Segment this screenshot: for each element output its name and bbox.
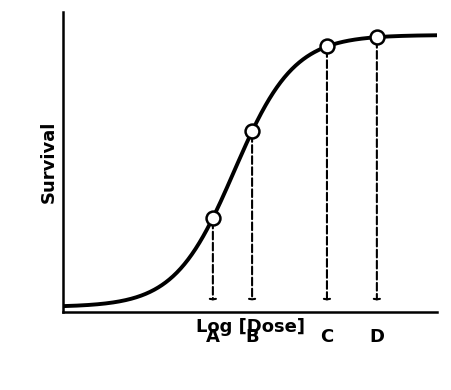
Text: A: A xyxy=(206,328,220,346)
Text: D: D xyxy=(369,328,384,346)
Text: C: C xyxy=(320,328,334,346)
Text: B: B xyxy=(245,328,259,346)
X-axis label: Log [Dose]: Log [Dose] xyxy=(196,317,305,335)
Y-axis label: Survival: Survival xyxy=(40,121,58,203)
